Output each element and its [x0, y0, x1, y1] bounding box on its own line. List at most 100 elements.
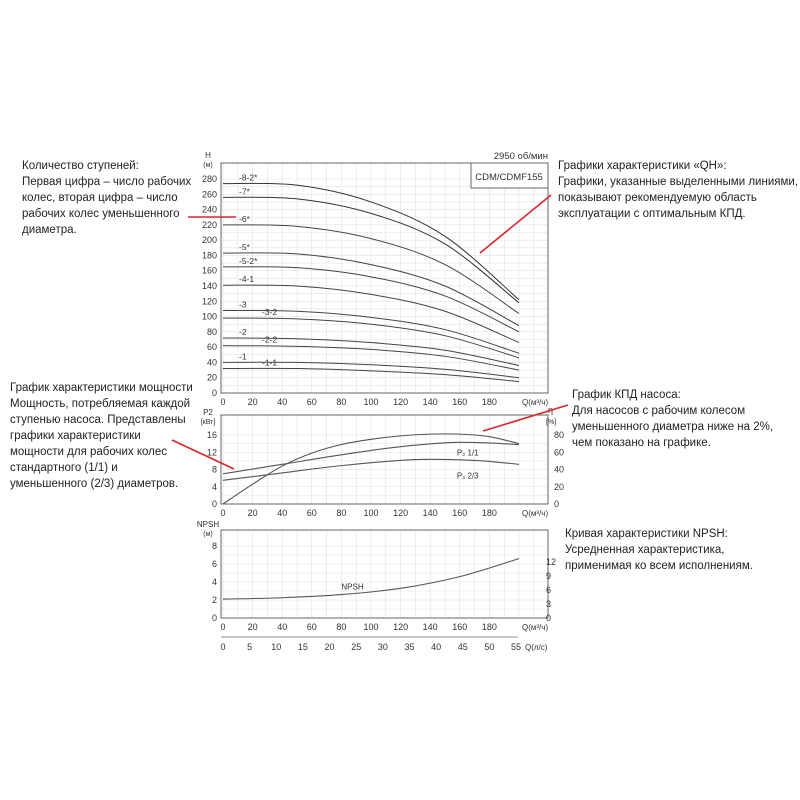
- curve-label: -7*: [239, 186, 251, 196]
- x-tick-label: 100: [363, 397, 378, 407]
- y-tick-label: 0: [212, 613, 217, 623]
- y-tick-label: 2: [212, 595, 217, 605]
- x-axis-label: Q(м³/ч): [522, 398, 548, 407]
- plot-frame: [220, 414, 549, 505]
- annotation-line: Мощность, потребляемая каждой: [10, 398, 191, 410]
- annotation-line: Кривая характеристики NPSH:: [565, 528, 728, 540]
- y-tick-label: 20: [207, 373, 217, 383]
- annotation-line: рабочих колес уменьшенного: [22, 208, 180, 220]
- power-curve: [222, 441, 520, 475]
- y-axis-unit: [кВт]: [201, 419, 216, 426]
- x-tick-label: 180: [482, 508, 497, 518]
- y-tick-label: 140: [202, 281, 217, 291]
- x-tick-label: 80: [336, 508, 346, 518]
- efficiency-curve: [222, 433, 520, 505]
- x-tick-label: 140: [423, 508, 438, 518]
- annotation-efficiency: График КПД насоса: Для насосов с рабочим …: [572, 387, 773, 451]
- y-axis-unit: (м): [203, 531, 212, 538]
- y-tick-label: 4: [212, 577, 217, 587]
- x-tick-label: 160: [452, 397, 467, 407]
- curve-label: -1: [239, 351, 247, 361]
- x-tick-label: 140: [423, 397, 438, 407]
- curve-label: -2: [239, 327, 247, 337]
- x-tick-label: 100: [363, 622, 378, 632]
- annotation-line: Графики характеристики «QH»:: [558, 160, 727, 172]
- x2-tick-label: 5: [247, 642, 252, 652]
- plot-frame: [220, 162, 549, 394]
- x-tick-label: 140: [423, 622, 438, 632]
- qh-curve: [222, 345, 520, 371]
- y-tick-label: 60: [207, 342, 217, 352]
- y-tick-label: 0: [212, 499, 217, 509]
- y-tick-label: 6: [212, 559, 217, 569]
- y-tick-label: 100: [202, 312, 217, 322]
- y-tick-label: 280: [202, 174, 217, 184]
- y-tick-label: 4: [212, 482, 217, 492]
- y-tick-label: 200: [202, 235, 217, 245]
- x-tick-label: 60: [307, 622, 317, 632]
- annotation-line: чем показано на графике.: [572, 437, 711, 449]
- y-axis-label: H: [205, 151, 211, 160]
- x2-axis-label: Q(л/с): [525, 643, 548, 652]
- annotation-line: уменьшенного (2/3) диаметров.: [10, 478, 179, 490]
- y2-tick-label: 40: [554, 465, 564, 475]
- x-tick-label: 40: [277, 397, 287, 407]
- y2-tick-label: 12: [546, 557, 556, 567]
- power-curve: [222, 458, 520, 481]
- x2-tick-label: 35: [404, 642, 414, 652]
- y-tick-label: 0: [212, 388, 217, 398]
- qh-curve: [222, 266, 520, 333]
- curve-label: -3: [239, 299, 247, 309]
- y2-tick-label: 80: [554, 430, 564, 440]
- y-tick-label: 80: [207, 327, 217, 337]
- x2-tick-label: 15: [298, 642, 308, 652]
- curve-label: -6*: [239, 214, 251, 224]
- x-tick-label: 0: [220, 508, 225, 518]
- y-tick-label: 120: [202, 296, 217, 306]
- x2-tick-label: 25: [351, 642, 361, 652]
- annotation-line: стандартного (1/1) и: [10, 462, 118, 474]
- series-label: NPSH: [341, 583, 363, 592]
- y2-tick-label: 3: [546, 599, 551, 609]
- x-tick-label: 80: [336, 397, 346, 407]
- annotation-line: Количество ступеней:: [22, 160, 139, 172]
- qh-curve: [222, 196, 520, 304]
- x-tick-label: 20: [248, 397, 258, 407]
- x-tick-label: 40: [277, 622, 287, 632]
- y-axis-label: NPSH: [197, 520, 219, 529]
- qh-curve: [222, 317, 520, 359]
- series-label: P₂ 1/1: [457, 448, 479, 457]
- x2-tick-label: 0: [220, 642, 225, 652]
- y-tick-label: 260: [202, 189, 217, 199]
- y2-tick-label: 6: [546, 585, 551, 595]
- annotation-pointer: [171, 439, 235, 470]
- plot-frame: [220, 529, 549, 619]
- x-tick-label: 60: [307, 397, 317, 407]
- x-tick-label: 120: [393, 397, 408, 407]
- x2-tick-label: 45: [458, 642, 468, 652]
- qh-curve: [222, 309, 520, 354]
- x-axis-label: Q(м³/ч): [522, 509, 548, 518]
- annotation-line: эксплуатации с оптимальным КПД.: [558, 208, 746, 220]
- speed-label: 2950 об/мин: [494, 151, 548, 162]
- qh-curve: [222, 367, 520, 383]
- annotation-line: Для насосов с рабочим колесом: [572, 405, 746, 417]
- annotation-qh: Графики характеристики «QH»: Графики, ука…: [558, 158, 798, 222]
- series-label: P₂ 2/3: [457, 471, 479, 480]
- y-axis-unit: (м): [203, 162, 212, 169]
- qh-curve: [222, 252, 520, 327]
- qh-curve: [222, 182, 520, 301]
- annotation-line: показывают рекомендуемую область: [558, 192, 757, 204]
- y2-tick-label: 0: [546, 613, 551, 623]
- annotation-line: мощности для рабочих колес: [10, 446, 168, 458]
- npsh-curve: [222, 558, 520, 600]
- annotation-line: графики характеристики: [10, 430, 141, 442]
- curve-label: -5*: [239, 242, 251, 252]
- x-tick-label: 20: [248, 508, 258, 518]
- annotation-line: ступенью насоса. Представлены: [10, 414, 186, 426]
- curve-label: -2-2: [262, 335, 277, 345]
- annotation-stages: Количество ступеней: Первая цифра – число…: [22, 158, 191, 238]
- x-tick-label: 20: [248, 622, 258, 632]
- y2-tick-label: 9: [546, 571, 551, 581]
